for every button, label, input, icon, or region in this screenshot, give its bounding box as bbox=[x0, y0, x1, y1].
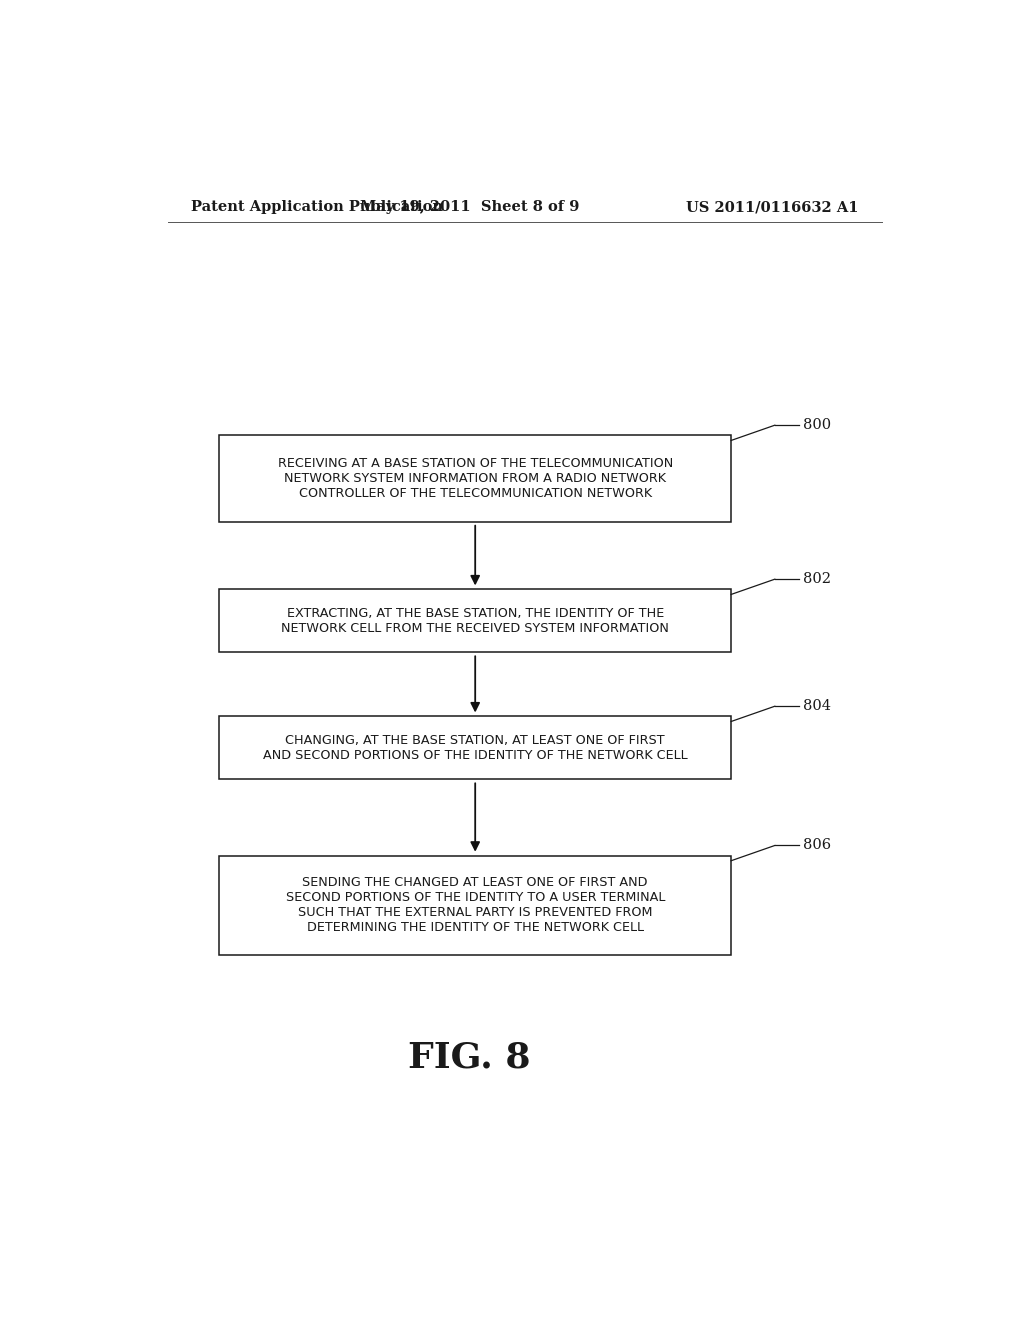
Bar bbox=[219, 717, 731, 779]
Text: US 2011/0116632 A1: US 2011/0116632 A1 bbox=[686, 201, 858, 214]
Text: 806: 806 bbox=[803, 838, 830, 853]
Text: RECEIVING AT A BASE STATION OF THE TELECOMMUNICATION
NETWORK SYSTEM INFORMATION : RECEIVING AT A BASE STATION OF THE TELEC… bbox=[278, 457, 673, 500]
Text: 802: 802 bbox=[803, 572, 830, 586]
Text: EXTRACTING, AT THE BASE STATION, THE IDENTITY OF THE
NETWORK CELL FROM THE RECEI: EXTRACTING, AT THE BASE STATION, THE IDE… bbox=[282, 607, 669, 635]
Text: May 19, 2011  Sheet 8 of 9: May 19, 2011 Sheet 8 of 9 bbox=[359, 201, 579, 214]
Bar bbox=[219, 436, 731, 521]
Text: 804: 804 bbox=[803, 700, 830, 713]
Text: SENDING THE CHANGED AT LEAST ONE OF FIRST AND
SECOND PORTIONS OF THE IDENTITY TO: SENDING THE CHANGED AT LEAST ONE OF FIRS… bbox=[286, 876, 665, 935]
Text: FIG. 8: FIG. 8 bbox=[408, 1041, 530, 1074]
Bar bbox=[219, 855, 731, 956]
Text: CHANGING, AT THE BASE STATION, AT LEAST ONE OF FIRST
AND SECOND PORTIONS OF THE : CHANGING, AT THE BASE STATION, AT LEAST … bbox=[263, 734, 687, 762]
Text: 800: 800 bbox=[803, 418, 830, 432]
Bar bbox=[219, 589, 731, 652]
Text: Patent Application Publication: Patent Application Publication bbox=[191, 201, 443, 214]
